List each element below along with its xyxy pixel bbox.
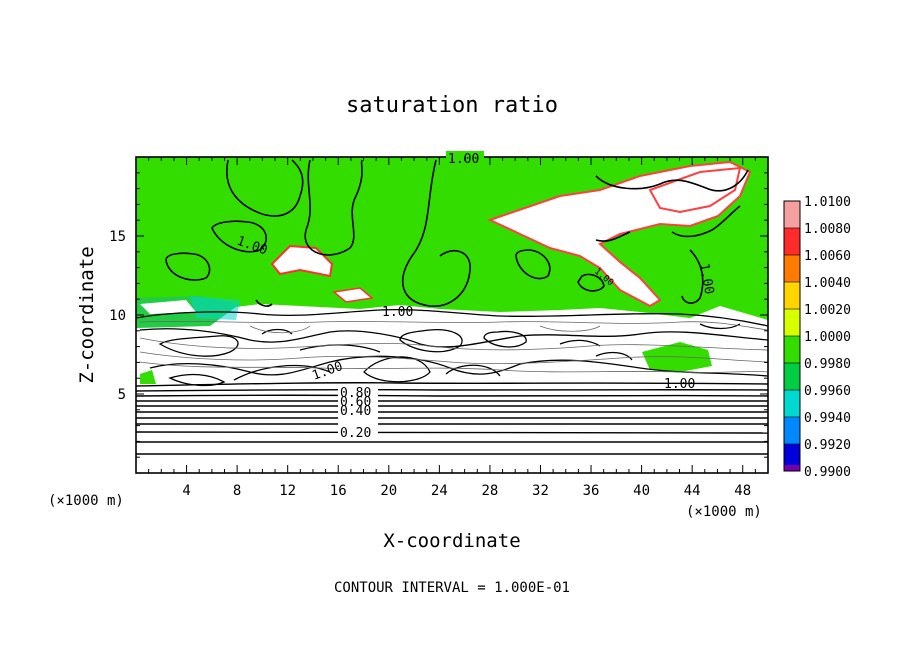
colorbar-swatch xyxy=(784,390,800,417)
contour-label: 0.40 xyxy=(340,404,371,419)
colorbar-swatch xyxy=(784,309,800,336)
contour-label: 1.00 xyxy=(448,152,479,167)
colorbar-swatch xyxy=(784,282,800,309)
colorbar-label: 1.0020 xyxy=(804,303,851,318)
contour-label: 1.00 xyxy=(664,377,695,392)
contour-label: 1.00 xyxy=(696,262,716,295)
x-tick-label: 12 xyxy=(279,483,296,499)
x-axis-label: X-coordinate xyxy=(383,530,520,552)
colorbar-label: 0.9900 xyxy=(804,465,851,480)
contour-label: 0.20 xyxy=(340,426,371,441)
colorbar-swatch xyxy=(784,444,800,471)
x-tick-label: 20 xyxy=(380,483,397,499)
x-unit-left: (×1000 m) xyxy=(48,493,124,509)
white-patch-left xyxy=(140,300,196,314)
colorbar-label: 1.0040 xyxy=(804,276,851,291)
y-axis-label: Z-coordinate xyxy=(76,246,98,383)
colorbar-label: 1.0080 xyxy=(804,222,851,237)
x-tick-label: 24 xyxy=(431,483,448,499)
colorbar-label: 0.9920 xyxy=(804,438,851,453)
x-tick-label: 16 xyxy=(330,483,347,499)
colorbar-label: 1.0100 xyxy=(804,195,851,210)
contour-label: 0.80 xyxy=(340,386,371,401)
y-axis-ticks: 5 10 15 xyxy=(109,172,768,458)
colorbar-label: 1.0000 xyxy=(804,330,851,345)
x-tick-label: 40 xyxy=(633,483,650,499)
contour-label: 1.00 xyxy=(382,305,413,320)
y-tick-label: 15 xyxy=(109,229,126,245)
x-tick-label: 44 xyxy=(684,483,701,499)
y-tick-label: 10 xyxy=(109,308,126,324)
colorbar-label: 1.0060 xyxy=(804,249,851,264)
white-patch-small-2 xyxy=(332,287,374,303)
contour-label: 0.60 xyxy=(340,395,371,410)
x-tick-label: 32 xyxy=(532,483,549,499)
colorbar-label: 0.9960 xyxy=(804,384,851,399)
x-tick-label: 8 xyxy=(233,483,241,499)
x-axis-ticks: 4 8 12 16 20 24 28 32 36 40 44 48 xyxy=(148,157,756,499)
contours-upper xyxy=(165,159,749,307)
x-tick-label: 4 xyxy=(182,483,190,499)
colorbar-swatch xyxy=(784,255,800,282)
x-unit-right: (×1000 m) xyxy=(686,504,762,520)
colorbar-swatch xyxy=(784,336,800,363)
chart-title: saturation ratio xyxy=(346,93,558,118)
colorbar: 1.0100 1.0080 1.0060 1.0040 1.0020 1.0000 0.99… xyxy=(783,195,851,480)
contours-lower xyxy=(136,382,768,456)
x-tick-label: 48 xyxy=(734,483,751,499)
colorbar-swatch xyxy=(784,201,800,228)
contour-label-group: 1.00 1.00 1.00 1.00 1.00 1.00 1.00 0.80 … xyxy=(235,151,716,441)
y-tick-label: 5 xyxy=(118,387,126,403)
white-patch-upper-2 xyxy=(648,166,742,214)
plot-area xyxy=(136,157,768,473)
green-patch-lower-left xyxy=(140,370,156,384)
colorbar-swatch-bottom xyxy=(784,465,800,471)
contours-middle xyxy=(136,308,768,387)
colorbar-label: 0.9980 xyxy=(804,357,851,372)
x-tick-label: 28 xyxy=(481,483,498,499)
contours-thin xyxy=(139,321,768,373)
x-tick-label: 36 xyxy=(583,483,600,499)
colorbar-swatch xyxy=(784,417,800,444)
cyan-patch xyxy=(190,296,240,320)
colorbar-swatch xyxy=(784,228,800,255)
colorbar-label: 0.9940 xyxy=(804,411,851,426)
contour-interval-text: CONTOUR INTERVAL = 1.000E-01 xyxy=(334,580,570,596)
colorbar-swatch xyxy=(784,363,800,390)
